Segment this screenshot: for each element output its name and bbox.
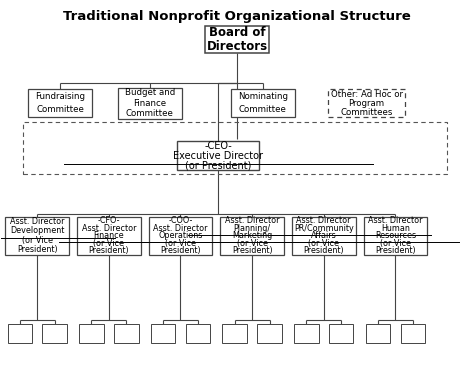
FancyBboxPatch shape (118, 87, 182, 119)
FancyBboxPatch shape (149, 217, 212, 255)
Text: Human: Human (381, 224, 410, 232)
Text: Resources: Resources (375, 231, 416, 240)
Text: Planning/: Planning/ (234, 224, 271, 232)
Text: Operations: Operations (158, 231, 203, 240)
Text: (or Vice: (or Vice (165, 239, 196, 248)
Text: (or Vice: (or Vice (22, 236, 53, 245)
FancyBboxPatch shape (292, 217, 356, 255)
Text: PR/Community: PR/Community (294, 224, 354, 232)
Text: Asst. Director: Asst. Director (368, 216, 423, 225)
Text: President): President) (89, 246, 129, 255)
Text: Board of: Board of (209, 26, 265, 39)
FancyBboxPatch shape (220, 217, 284, 255)
Text: (or Vice: (or Vice (308, 239, 339, 248)
Text: (or Vice: (or Vice (93, 239, 124, 248)
Text: Nominating: Nominating (238, 92, 288, 101)
Text: Committees: Committees (340, 108, 393, 117)
FancyBboxPatch shape (257, 324, 282, 343)
Text: (or President): (or President) (185, 160, 251, 171)
Text: Finance: Finance (133, 98, 166, 108)
Text: President): President) (160, 246, 201, 255)
FancyBboxPatch shape (151, 324, 175, 343)
Text: Program: Program (348, 98, 384, 108)
FancyBboxPatch shape (294, 324, 319, 343)
Text: President): President) (375, 246, 416, 255)
Text: Committee: Committee (126, 109, 174, 118)
Text: Marketing: Marketing (232, 231, 272, 240)
Text: -CFO-: -CFO- (98, 216, 120, 225)
Text: Development: Development (10, 227, 64, 235)
FancyBboxPatch shape (79, 324, 104, 343)
Text: Committee: Committee (239, 105, 287, 115)
Text: President): President) (303, 246, 344, 255)
FancyBboxPatch shape (5, 217, 69, 255)
FancyBboxPatch shape (114, 324, 138, 343)
Text: (or Vice: (or Vice (380, 239, 411, 248)
FancyBboxPatch shape (186, 324, 210, 343)
FancyBboxPatch shape (177, 141, 259, 170)
Text: -COO-: -COO- (168, 216, 192, 225)
Text: Committee: Committee (36, 105, 84, 115)
FancyBboxPatch shape (77, 217, 141, 255)
Text: Budget and: Budget and (125, 88, 175, 97)
Text: Asst. Director: Asst. Director (10, 217, 64, 226)
Text: Other: Ad Hoc or: Other: Ad Hoc or (330, 90, 402, 98)
FancyBboxPatch shape (222, 324, 247, 343)
FancyBboxPatch shape (231, 89, 295, 117)
Text: Asst. Director: Asst. Director (296, 216, 351, 225)
Text: Directors: Directors (207, 40, 267, 53)
Text: President): President) (17, 246, 57, 254)
Text: Affairs: Affairs (311, 231, 337, 240)
FancyBboxPatch shape (205, 26, 269, 53)
Text: Finance: Finance (93, 231, 124, 240)
FancyBboxPatch shape (365, 324, 390, 343)
FancyBboxPatch shape (364, 217, 427, 255)
FancyBboxPatch shape (328, 89, 405, 117)
FancyBboxPatch shape (401, 324, 425, 343)
Text: Asst. Director: Asst. Director (153, 224, 208, 232)
FancyBboxPatch shape (329, 324, 354, 343)
Text: President): President) (232, 246, 273, 255)
Text: Traditional Nonprofit Organizational Structure: Traditional Nonprofit Organizational Str… (63, 11, 411, 23)
FancyBboxPatch shape (42, 324, 67, 343)
Text: Fundraising: Fundraising (35, 92, 85, 101)
Text: Executive Director: Executive Director (173, 151, 263, 161)
Text: (or Vice: (or Vice (237, 239, 268, 248)
FancyBboxPatch shape (28, 89, 92, 117)
FancyBboxPatch shape (8, 324, 32, 343)
Text: Asst. Director: Asst. Director (82, 224, 136, 232)
Text: -CEO-: -CEO- (204, 141, 232, 151)
Text: Asst. Director: Asst. Director (225, 216, 279, 225)
